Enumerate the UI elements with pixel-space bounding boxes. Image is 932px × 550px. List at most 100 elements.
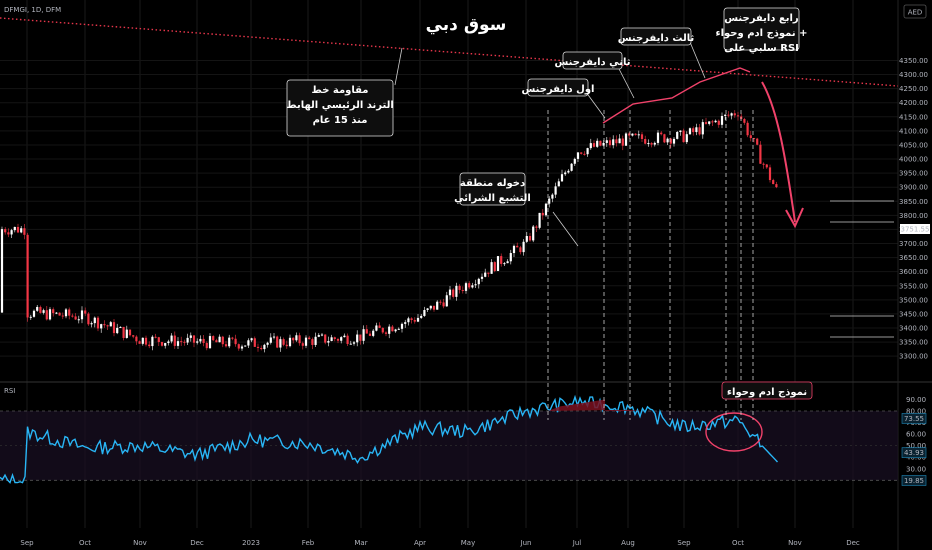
candle-body: [615, 139, 618, 144]
annot-trendline-text: مقاومة خط: [311, 85, 368, 96]
candle-body: [160, 342, 164, 346]
candle-body: [528, 235, 532, 241]
currency-badge[interactable]: AED: [903, 4, 927, 19]
annotation-drawings: مقاومة خط الترند الرئيسي الهابط منذ 15 عام…: [0, 7, 899, 452]
candle-body: [560, 174, 564, 182]
candle-body: [692, 128, 695, 133]
annot-div4-box: [723, 7, 800, 51]
candle-body: [80, 310, 84, 320]
candle-body: [685, 134, 688, 143]
candle-body: [487, 272, 490, 274]
price-axis: 3300.00 3350.00 3400.00 3450.00 3500.00 3550.…: [899, 57, 930, 361]
time-label: May: [461, 539, 475, 547]
div-pointer: [689, 41, 706, 79]
candle-body: [503, 263, 506, 265]
candle-body: [612, 139, 615, 146]
candle-body: [413, 319, 416, 322]
candle-body: [541, 212, 544, 216]
candle-body: [77, 319, 80, 321]
candle-body: [471, 285, 474, 288]
price-tick-label: 3550.00: [899, 282, 928, 290]
time-label: Mar: [354, 539, 367, 547]
candle-body: [695, 127, 698, 133]
annot-div1-box: [527, 78, 589, 97]
price-tick-label: 4000.00: [899, 156, 928, 164]
price-tick-label: 4050.00: [899, 141, 928, 149]
price-tick-label: 3850.00: [899, 198, 928, 206]
rsi-reference-lines: [0, 410, 898, 481]
price-tick-label: 4350.00: [899, 57, 928, 65]
candle-body: [260, 347, 263, 350]
candle-body: [410, 318, 413, 320]
annot-trendline-text: الترند الرئيسي الهابط: [286, 100, 394, 111]
candle-body: [4, 229, 7, 233]
candle-body: [224, 344, 228, 347]
candle-body: [375, 325, 378, 331]
candle-body: [106, 325, 109, 327]
time-label: Nov: [133, 539, 147, 547]
candle-body: [96, 317, 100, 329]
rsi-tick-label: 30.00: [906, 465, 926, 473]
candle-body: [186, 337, 189, 343]
time-label: Oct: [732, 539, 744, 547]
candle-body: [205, 342, 208, 349]
candle-body: [240, 346, 244, 349]
candle-body: [448, 289, 452, 296]
candle-body: [666, 138, 669, 143]
candle-body: [253, 338, 256, 347]
candle-body: [532, 226, 535, 241]
candle-body: [724, 114, 727, 116]
candle-body: [212, 336, 215, 341]
price-tick-label: 3500.00: [899, 296, 928, 304]
rsi-badge-a: [901, 413, 927, 424]
rsi-axis: 30.0040.0050.0060.0070.0080.0090.0073.55…: [901, 396, 927, 486]
candle-body: [247, 340, 250, 346]
candle-body: [36, 306, 39, 311]
annot-div2: ثاني دايفرجنس: [554, 51, 631, 70]
price-tick-label: 4150.00: [899, 113, 928, 121]
candle-body: [250, 338, 253, 341]
candle-body: [717, 120, 720, 125]
candle-body: [384, 332, 388, 334]
candle-body: [7, 232, 10, 235]
candle-body: [493, 262, 496, 271]
candle-body: [42, 310, 45, 313]
candle-body: [772, 180, 775, 185]
div-pointer: [616, 64, 635, 99]
candle-body: [151, 336, 154, 347]
rsi-tick-label: 60.00: [906, 431, 926, 439]
candle-body: [365, 329, 368, 334]
annot-accumulation: دخوله منطقة التشبع الشرائي: [454, 172, 531, 206]
candle-body: [701, 122, 704, 135]
candle-body: [116, 327, 119, 334]
candle-body: [442, 302, 445, 307]
candle-body: [538, 212, 541, 228]
annot-trendline-text: منذ 15 عام: [313, 115, 368, 126]
candle-body: [343, 335, 346, 338]
candle-body: [87, 313, 90, 325]
candle-body: [544, 203, 548, 216]
candle-body: [199, 338, 202, 342]
price-tick-label: 3400.00: [899, 324, 928, 332]
rsi-overbought-fill: [548, 399, 640, 411]
time-label: Jun: [520, 539, 532, 547]
annot-accumulation-box: [459, 172, 526, 206]
candle-body: [119, 326, 122, 328]
candle-body: [0, 229, 4, 313]
candle-body: [602, 142, 605, 146]
candle-body: [509, 253, 512, 262]
candle-body: [132, 335, 135, 337]
candle-body: [221, 336, 224, 345]
annot-div2-box: [562, 51, 623, 70]
candle-body: [416, 317, 420, 322]
candle-body: [759, 144, 762, 164]
candle-body: [743, 119, 746, 123]
candle-body: [439, 301, 442, 303]
candle-body: [272, 336, 276, 338]
candle-body: [13, 226, 16, 231]
candle-body: [192, 335, 196, 343]
candle-body: [16, 226, 20, 233]
annot-adam-eve-box: [721, 381, 813, 400]
candle-body: [10, 230, 13, 235]
